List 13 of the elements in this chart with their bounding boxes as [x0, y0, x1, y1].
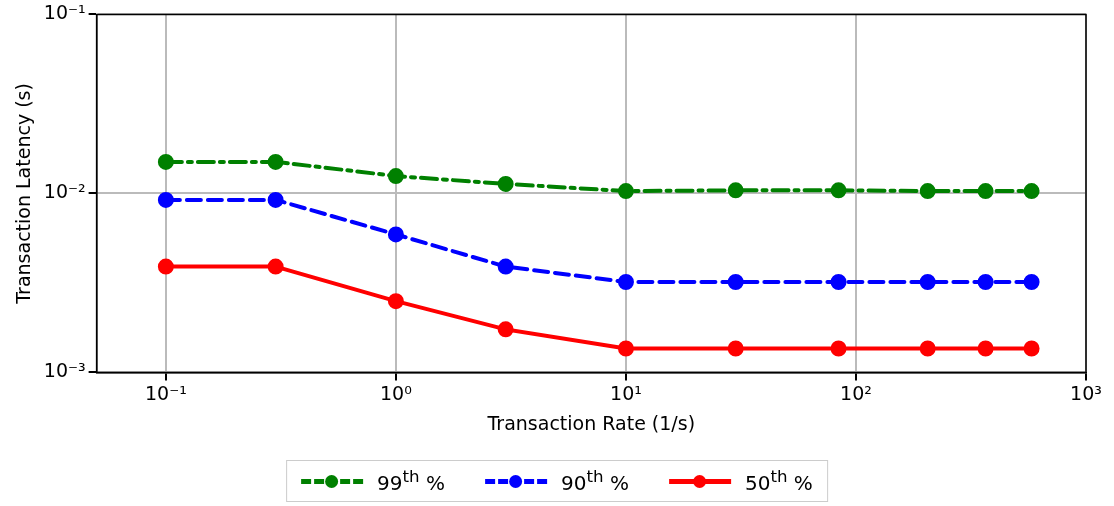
x-tick-label: 10³ [1070, 381, 1102, 404]
y-axis-title: Transaction Latency (s) [12, 83, 35, 305]
x-tick-label: 10⁰ [380, 381, 412, 404]
legend-label: 50$^{th}$ % [744, 467, 813, 495]
x-axis-title: Transaction Rate (1/s) [486, 411, 696, 434]
legend-label: 99$^{th}$ % [377, 467, 446, 495]
x-tick-label: 10⁻¹ [144, 381, 187, 404]
x-tick-label: 10¹ [610, 381, 642, 404]
x-tick-label: 10² [840, 381, 872, 404]
y-tick-label: 10⁻³ [43, 359, 86, 382]
y-tick-label: 10⁻² [43, 180, 86, 203]
y-tick-label: 10⁻¹ [43, 1, 86, 24]
legend-label: 90$^{th}$ % [561, 467, 629, 495]
